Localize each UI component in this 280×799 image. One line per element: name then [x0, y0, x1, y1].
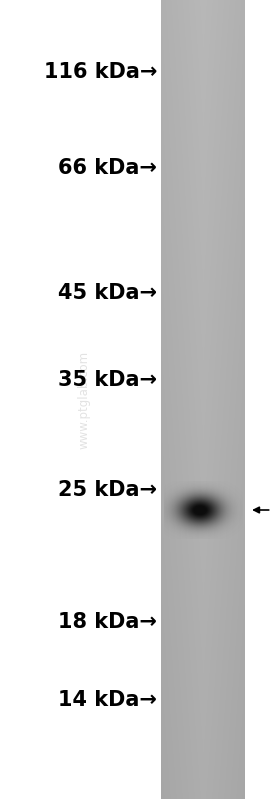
- Text: 18 kDa→: 18 kDa→: [58, 612, 157, 632]
- Text: 25 kDa→: 25 kDa→: [58, 480, 157, 500]
- Text: www.ptglab.com: www.ptglab.com: [78, 351, 90, 448]
- Text: 45 kDa→: 45 kDa→: [58, 283, 157, 303]
- Text: 35 kDa→: 35 kDa→: [58, 370, 157, 390]
- Text: 14 kDa→: 14 kDa→: [58, 690, 157, 710]
- Text: 66 kDa→: 66 kDa→: [58, 158, 157, 178]
- Text: 116 kDa→: 116 kDa→: [44, 62, 157, 82]
